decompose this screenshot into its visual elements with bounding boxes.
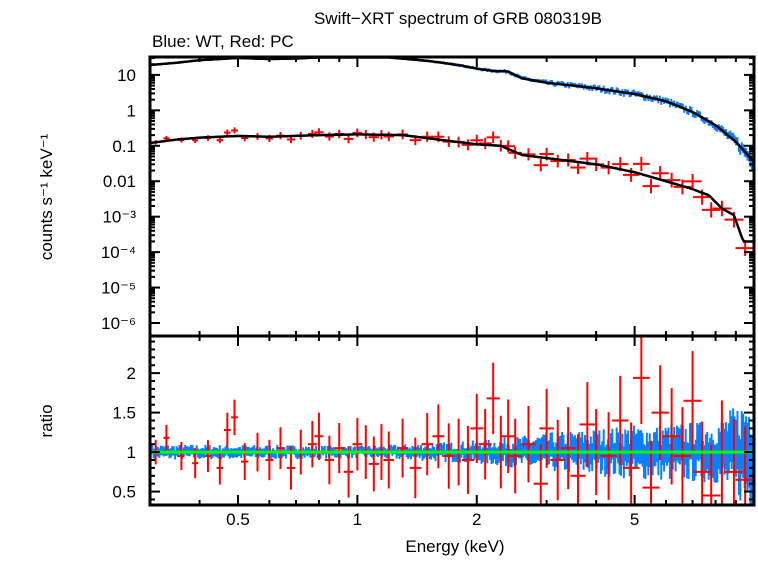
spectrum-panel [150, 57, 754, 257]
x-tick-label: 5 [630, 510, 639, 529]
top-y-axis-label: counts s⁻¹ keV⁻¹ [37, 133, 56, 260]
bottom-frame [148, 334, 756, 507]
y-tick-label: 1 [127, 101, 136, 120]
y-tick-label: 0.1 [112, 137, 136, 156]
ratio-tick-label: 2 [127, 364, 136, 383]
y-tick-label: 10⁻³ [102, 208, 136, 227]
wt-model-line [150, 57, 754, 163]
spectrum-marks [150, 57, 754, 257]
x-tick-label: 2 [472, 510, 481, 529]
x-tick-label: 1 [353, 510, 362, 529]
x-axis-label: Energy (keV) [405, 537, 504, 556]
bottom-y-axis-label: ratio [37, 404, 56, 437]
y-tick-label: 10⁻⁴ [101, 243, 136, 262]
ratio-marks [150, 336, 754, 505]
x-tick-label: 0.5 [226, 510, 250, 529]
ratio-panel [150, 336, 754, 505]
y-tick-label: 10 [117, 66, 136, 85]
pc-model-line [150, 133, 754, 243]
ratio-tick-label: 1.5 [112, 404, 136, 423]
y-tick-label: 10⁻⁵ [101, 279, 136, 298]
chart-title: Swift−XRT spectrum of GRB 080319B [314, 9, 602, 28]
ratio-tick-label: 1 [127, 443, 136, 462]
axes: 0.5 1 2 5 10 1 0.1 0.01 10⁻³ 10⁻⁴ 10⁻⁵ 10⁻⁶ 0.5 1 1.5 2 [101, 55, 756, 529]
ratio-tick-label: 0.5 [112, 483, 136, 502]
y-tick-label: 10⁻⁶ [101, 314, 136, 333]
y-tick-label: 0.01 [103, 172, 136, 191]
chart-subtitle: Blue: WT, Red: PC [152, 32, 294, 51]
